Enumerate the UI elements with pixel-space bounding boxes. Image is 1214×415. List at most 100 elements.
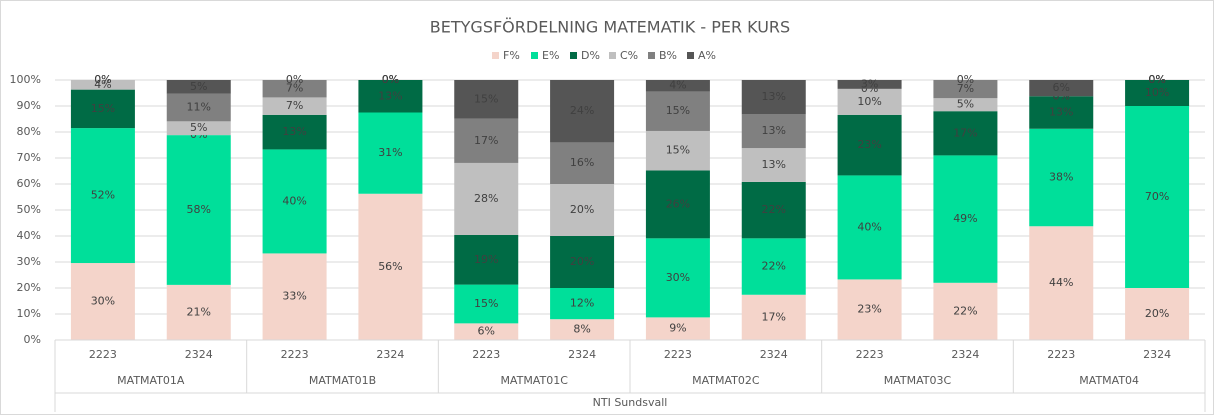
bar-segment <box>262 80 327 98</box>
bar-segment <box>358 193 423 340</box>
value-label: 20% <box>1145 307 1169 320</box>
value-label: 6% <box>478 325 495 338</box>
bar-segment <box>1029 80 1094 97</box>
group-label: MATMAT03C <box>884 374 952 387</box>
value-label: 19% <box>474 253 498 266</box>
legend-swatch <box>492 52 499 59</box>
group-label: MATMAT01C <box>500 374 568 387</box>
value-label: 4% <box>94 78 111 91</box>
bar-segment <box>933 80 998 99</box>
value-label: 40% <box>857 220 881 233</box>
outer-label: NTI Sundsvall <box>593 396 668 409</box>
bar-segment <box>550 236 615 288</box>
value-label: 15% <box>474 92 498 105</box>
value-label: 12% <box>570 297 594 310</box>
bar-segment <box>550 288 615 320</box>
value-label: 13% <box>762 90 786 103</box>
group-label: MATMAT01A <box>117 374 185 387</box>
value-label: 22% <box>953 304 977 317</box>
bar-segment <box>1125 106 1190 288</box>
bar-segment <box>933 111 998 156</box>
bar-segment <box>358 80 423 113</box>
value-label: 5% <box>190 80 207 93</box>
y-tick-label: 80% <box>17 125 41 138</box>
y-tick-label: 70% <box>17 151 41 164</box>
bar-segment <box>70 80 135 90</box>
x-tick-label: 2324 <box>760 348 788 361</box>
value-label: 6% <box>1053 81 1070 94</box>
legend-label: F% <box>503 49 520 62</box>
value-label: 15% <box>91 102 115 115</box>
y-tick-label: 60% <box>17 177 41 190</box>
y-tick-label: 10% <box>17 307 41 320</box>
x-tick-label: 2324 <box>1143 348 1171 361</box>
bar-segment <box>837 80 902 89</box>
bar-segment <box>645 317 710 340</box>
bar-segment <box>933 155 998 283</box>
value-label: 9% <box>669 322 686 335</box>
value-label: 0% <box>957 73 974 86</box>
bar-segment <box>741 114 806 149</box>
value-label: 52% <box>91 189 115 202</box>
value-label: 13% <box>378 89 402 102</box>
y-tick-label: 40% <box>17 229 41 242</box>
x-tick-label: 2223 <box>1047 348 1075 361</box>
value-label: 30% <box>666 271 690 284</box>
value-label: 56% <box>378 260 402 273</box>
group-label: MATMAT04 <box>1079 374 1139 387</box>
x-tick-label: 2223 <box>472 348 500 361</box>
value-label: 38% <box>1049 171 1073 184</box>
value-label: 11% <box>187 101 211 114</box>
legend-label: D% <box>581 49 600 62</box>
bar-segment <box>166 80 231 94</box>
bar-segment <box>837 279 902 340</box>
legend-label: B% <box>659 49 677 62</box>
value-label: 16% <box>570 156 594 169</box>
value-label: 26% <box>666 197 690 210</box>
x-tick-label: 2223 <box>89 348 117 361</box>
bar-segment <box>454 284 519 324</box>
legend-label: C% <box>620 49 638 62</box>
value-label: 15% <box>474 297 498 310</box>
value-label: 33% <box>282 290 306 303</box>
bar-segment <box>550 80 615 143</box>
bar-segment <box>262 114 327 150</box>
value-label: 7% <box>957 82 974 95</box>
bar-segment <box>454 234 519 285</box>
bar-segment <box>550 319 615 340</box>
bar-segment <box>166 93 231 122</box>
value-label: 7% <box>286 82 303 95</box>
bar-segment <box>454 118 519 163</box>
bar-segment <box>645 91 710 131</box>
value-label: 4% <box>669 79 686 92</box>
bar-segment <box>837 175 902 280</box>
y-tick-label: 20% <box>17 281 41 294</box>
bar-segment <box>166 121 231 136</box>
bar-segment <box>1029 96 1094 129</box>
value-label: 5% <box>190 121 207 134</box>
value-label: 70% <box>1145 190 1169 203</box>
bar-segment <box>358 112 423 194</box>
x-tick-label: 2223 <box>281 348 309 361</box>
bar-segment <box>741 148 806 182</box>
x-tick-label: 2223 <box>664 348 692 361</box>
group-label: MATMAT01B <box>309 374 376 387</box>
value-label: 49% <box>953 212 977 225</box>
group-label: MATMAT02C <box>692 374 760 387</box>
value-label: 0% <box>1148 73 1165 86</box>
legend-swatch <box>648 52 655 59</box>
chart-title: BETYGSFÖRDELNING MATEMATIK - PER KURS <box>430 18 790 37</box>
value-label: 17% <box>953 126 977 139</box>
value-label: 0% <box>382 73 399 86</box>
value-label: 0% <box>286 73 303 86</box>
bar-segment <box>741 80 806 115</box>
x-tick-label: 2324 <box>376 348 404 361</box>
bar-segment <box>166 135 231 285</box>
value-label: 0% <box>382 73 399 86</box>
x-tick-label: 2324 <box>568 348 596 361</box>
x-tick-label: 2223 <box>856 348 884 361</box>
value-label: 21% <box>187 305 211 318</box>
value-label: 24% <box>570 104 594 117</box>
legend-swatch <box>531 52 538 59</box>
y-tick-label: 50% <box>17 203 41 216</box>
